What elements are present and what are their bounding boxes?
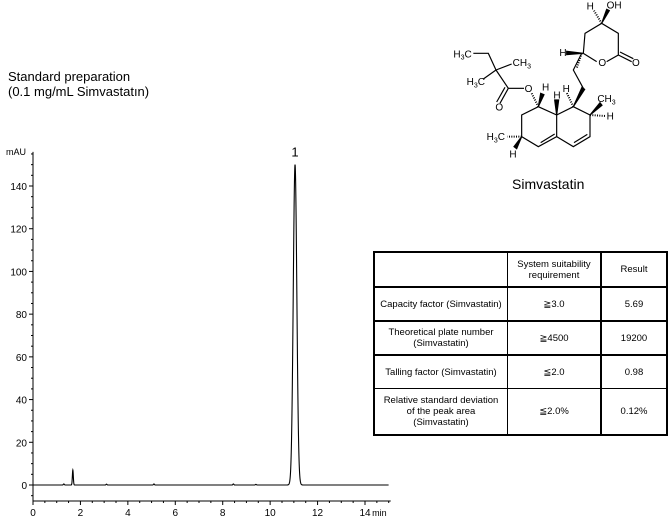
label-o: O xyxy=(525,84,533,95)
requirement-cell: ≧4500 xyxy=(507,320,602,356)
y-tick-label: 20 xyxy=(16,438,28,449)
result-cell: 19200 xyxy=(600,320,668,356)
x-tick-label: 4 xyxy=(125,508,131,519)
label-h: H xyxy=(587,1,594,12)
label-h: H xyxy=(559,48,566,59)
result-cell: 5.69 xyxy=(600,286,668,322)
peak-label: 1 xyxy=(291,145,298,160)
bonds xyxy=(473,8,634,150)
y-tick-label: 40 xyxy=(16,396,28,407)
header-cell xyxy=(373,251,508,288)
x-tick-label: 6 xyxy=(173,508,179,519)
label-ch3: CH3 xyxy=(597,94,615,106)
label-h3c: H3C xyxy=(467,77,485,89)
item-cell: Talling factor (Simvastatin) xyxy=(373,354,508,389)
table-row: Capacity factor (Simvastatin) ≧3.0 5.69 xyxy=(373,286,668,322)
atom-labels: H3C CH3 H3C O O H H H CH3 H H3C H H O O … xyxy=(453,1,640,161)
title-line-2: (0.1 mg/mL Simvastatın) xyxy=(8,84,150,99)
simvastatin-structure: H3C CH3 H3C O O H H H CH3 H H3C H H O O … xyxy=(453,1,640,161)
item-cell: Relative standard deviation of the peak … xyxy=(373,388,508,436)
table-header-row: System suitability requirement Result xyxy=(373,251,668,288)
requirement-cell: ≦2.0% xyxy=(507,388,602,436)
item-cell: Capacity factor (Simvastatin) xyxy=(373,286,508,322)
y-tick-label: 120 xyxy=(10,225,27,236)
x-tick-label: 10 xyxy=(265,508,277,519)
requirement-cell: ≦2.0 xyxy=(507,354,602,389)
label-h: H xyxy=(553,91,560,102)
x-tick-label: 2 xyxy=(78,508,84,519)
x-tick-label: 0 xyxy=(30,508,36,519)
y-tick-label: 60 xyxy=(16,353,28,364)
y-axis-label: mAU xyxy=(6,147,26,157)
label-h3c: H3C xyxy=(453,49,471,61)
table-row: Theoretical plate number (Simvastatin) ≧… xyxy=(373,320,668,356)
label-h3c: H3C xyxy=(487,132,505,144)
x-tick-label: 14 xyxy=(359,508,371,519)
result-cell: 0.12% xyxy=(600,388,668,436)
label-h: H xyxy=(607,111,614,122)
y-tick-label: 140 xyxy=(10,182,27,193)
structure-caption: Simvastatin xyxy=(512,176,585,192)
x-tick-label: 12 xyxy=(312,508,324,519)
label-o: O xyxy=(495,103,503,114)
label-h: H xyxy=(542,83,549,94)
label-ch3: CH3 xyxy=(513,58,531,70)
table-row: Talling factor (Simvastatin) ≦2.0 0.98 xyxy=(373,354,668,389)
label-h: H xyxy=(563,84,570,95)
y-tick-label: 100 xyxy=(10,267,27,278)
system-suitability-table: System suitability requirement Result Ca… xyxy=(373,251,668,436)
label-oh: OH xyxy=(607,1,622,12)
x-axis-label: min xyxy=(372,508,387,518)
title-line-1: Standard preparation xyxy=(8,69,131,84)
header-cell: System suitability requirement xyxy=(507,251,602,288)
chromatogram-trace xyxy=(33,164,389,486)
label-h: H xyxy=(509,149,516,160)
item-cell: Theoretical plate number (Simvastatin) xyxy=(373,320,508,356)
x-tick-label: 8 xyxy=(220,508,226,519)
y-tick-label: 80 xyxy=(16,310,28,321)
label-o: O xyxy=(632,58,640,69)
chart-title: Standard preparation (0.1 mg/mL Simvasta… xyxy=(8,69,149,99)
header-cell: Result xyxy=(600,251,668,288)
y-tick-label: 0 xyxy=(21,481,27,492)
table-row: Relative standard deviation of the peak … xyxy=(373,388,668,436)
result-cell: 0.98 xyxy=(600,354,668,389)
requirement-cell: ≧3.0 xyxy=(507,286,602,322)
label-o: O xyxy=(598,58,606,69)
